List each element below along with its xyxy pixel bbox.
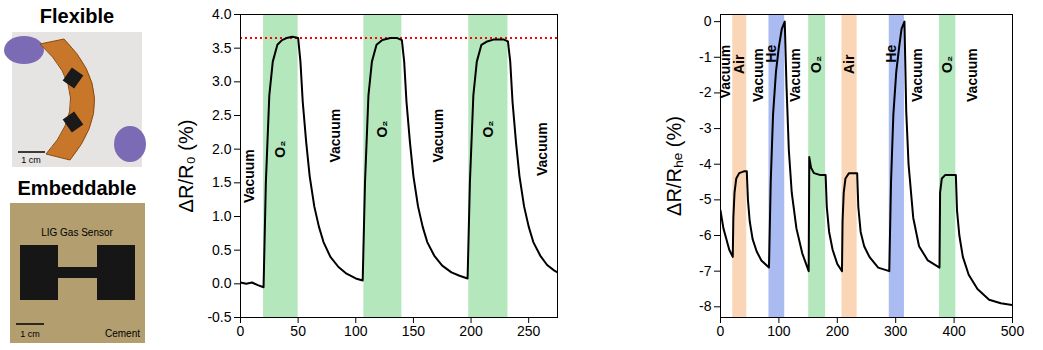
svg-text:Vacuum: Vacuum xyxy=(787,48,803,102)
svg-text:Vacuum: Vacuum xyxy=(241,149,257,203)
svg-text:O₂: O₂ xyxy=(480,120,496,137)
svg-text:0: 0 xyxy=(237,323,245,339)
svg-text:-8: -8 xyxy=(699,298,712,314)
svg-text:Vacuum: Vacuum xyxy=(717,44,734,99)
svg-text:He: He xyxy=(883,45,899,63)
svg-text:3.5: 3.5 xyxy=(212,40,232,56)
svg-text:250: 250 xyxy=(517,323,541,339)
svg-text:Vacuum: Vacuum xyxy=(749,48,766,102)
svg-text:200: 200 xyxy=(826,323,850,339)
svg-text:Embeddable: Embeddable xyxy=(18,177,137,199)
svg-text:-5: -5 xyxy=(699,191,712,207)
svg-text:400: 400 xyxy=(942,323,966,339)
svg-text:0.0: 0.0 xyxy=(212,275,232,291)
svg-text:LIG Gas Sensor: LIG Gas Sensor xyxy=(41,227,113,238)
svg-text:1.0: 1.0 xyxy=(212,208,232,224)
svg-text:100: 100 xyxy=(767,323,791,339)
svg-text:Cement: Cement xyxy=(105,328,140,339)
svg-text:100: 100 xyxy=(344,323,368,339)
svg-text:-4: -4 xyxy=(699,156,712,172)
svg-text:1 cm: 1 cm xyxy=(20,329,40,339)
svg-text:2.0: 2.0 xyxy=(212,141,232,157)
svg-text:Vacuum: Vacuum xyxy=(430,109,446,163)
svg-text:200: 200 xyxy=(459,323,483,339)
svg-text:3.0: 3.0 xyxy=(212,73,232,89)
svg-text:-1: -1 xyxy=(699,49,712,65)
svg-text:O₂: O₂ xyxy=(374,120,390,137)
svg-text:Vacuum: Vacuum xyxy=(327,109,343,163)
svg-text:0: 0 xyxy=(717,323,725,339)
svg-text:Vacuum: Vacuum xyxy=(964,48,980,102)
svg-text:O₂: O₂ xyxy=(272,141,288,158)
svg-text:Vacuum: Vacuum xyxy=(909,48,925,102)
svg-text:50: 50 xyxy=(290,323,306,339)
svg-text:-0.5: -0.5 xyxy=(207,309,231,325)
svg-text:-3: -3 xyxy=(699,120,712,136)
svg-text:Air: Air xyxy=(731,54,747,74)
svg-text:500: 500 xyxy=(1001,323,1025,339)
svg-text:4.0: 4.0 xyxy=(212,6,232,22)
svg-text:1.5: 1.5 xyxy=(212,174,232,190)
svg-text:150: 150 xyxy=(402,323,426,339)
svg-text:-6: -6 xyxy=(699,227,712,243)
svg-text:-2: -2 xyxy=(699,84,712,100)
svg-text:Air: Air xyxy=(841,54,857,74)
svg-text:He: He xyxy=(763,45,779,63)
svg-text:O₂: O₂ xyxy=(939,56,955,73)
svg-text:ΔR/Rₕₑ (%): ΔR/Rₕₑ (%) xyxy=(663,116,685,216)
svg-text:0.5: 0.5 xyxy=(212,242,232,258)
svg-text:1 cm: 1 cm xyxy=(21,155,41,165)
svg-text:-7: -7 xyxy=(699,263,712,279)
svg-text:O₂: O₂ xyxy=(808,56,824,73)
svg-text:Flexible: Flexible xyxy=(40,5,114,27)
svg-text:Vacuum: Vacuum xyxy=(534,122,550,176)
svg-text:300: 300 xyxy=(884,323,908,339)
svg-text:0: 0 xyxy=(704,13,712,29)
svg-text:2.5: 2.5 xyxy=(212,107,232,123)
svg-text:ΔR/R₀ (%): ΔR/R₀ (%) xyxy=(175,120,197,213)
